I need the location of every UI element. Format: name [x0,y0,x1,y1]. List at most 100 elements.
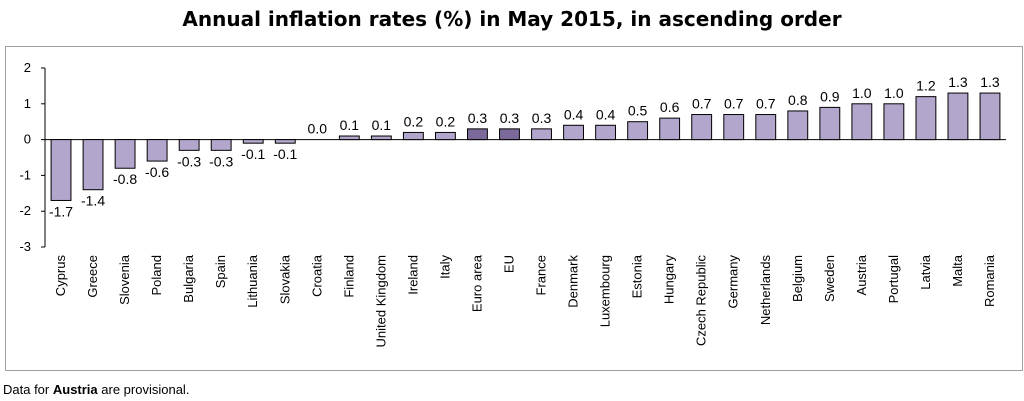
value-label: 0.8 [788,92,808,108]
footnote: Data for Austria are provisional. [3,382,189,397]
bar [499,128,520,141]
footnote-country: Austria [52,382,98,397]
value-label: 0.7 [724,96,744,112]
value-label: 0.2 [404,113,424,129]
y-tick-label: -1 [19,167,31,182]
category-label: Cyprus [53,255,68,297]
footnote-prefix: Data for [3,382,53,397]
value-label: 1.3 [948,74,968,90]
category-label: Euro area [469,254,484,312]
value-label: -0.3 [177,153,201,169]
category-label: Belgium [790,255,805,302]
bar [242,139,264,144]
value-label: 0.6 [660,99,680,115]
category-label: Portugal [886,255,901,304]
bar [370,135,392,141]
value-label: 0.3 [500,110,520,126]
bar [467,128,488,141]
footnote-suffix: are provisional. [97,382,190,397]
bar [819,106,841,141]
value-label: 1.0 [852,85,872,101]
bar [883,103,905,141]
category-labels: Cyprus Greece Slovenia Poland Bulgaria Spain L… [53,254,997,347]
value-label: 0.2 [436,113,456,129]
value-label: 0.0 [308,121,328,137]
category-label: Malta [950,254,965,287]
bar [402,131,424,141]
category-label: Denmark [566,255,581,308]
value-label: 1.2 [916,78,936,94]
y-tick-label: 1 [24,96,31,111]
value-label: 0.7 [756,96,776,112]
bar [659,117,681,141]
value-label: -0.8 [113,171,137,187]
value-label: -1.7 [49,203,73,219]
value-label: 0.1 [340,117,360,133]
bar [531,128,552,141]
chart-title: Annual inflation rates (%) in May 2015, … [182,7,842,31]
category-label: Hungary [662,255,677,305]
bar [595,124,617,141]
value-label: 0.9 [820,88,840,104]
value-label: 0.3 [532,110,552,126]
bar [82,139,104,191]
bar [627,121,649,141]
bar [723,114,745,141]
bars [50,92,1001,201]
bar [434,131,456,141]
category-label: Poland [149,255,164,295]
value-label: -0.1 [273,146,297,162]
category-label: Greece [85,255,100,298]
category-label: Germany [726,255,741,309]
category-label: Spain [213,255,228,288]
value-label: -0.6 [145,164,169,180]
category-label: Latvia [918,254,933,289]
bar [691,114,713,141]
value-label: 0.1 [372,117,392,133]
y-tick-label: 0 [24,132,31,147]
category-label: Lithuania [245,254,260,308]
bar-chart: 2 1 0 -1 -2 -3 -1.7 -1.4 -0.8 -0.6 -0.3 -0.3 -0.1 -0… [19,60,1006,348]
bar [274,139,296,144]
category-label: United Kingdom [373,255,388,348]
y-tick-label: 2 [24,60,31,75]
y-tick-label: -2 [19,203,31,218]
value-label: 0.5 [628,103,648,119]
chart-frame: 2 1 0 -1 -2 -3 -1.7 -1.4 -0.8 -0.6 -0.3 -0.3 -0.1 -0… [5,46,1023,371]
value-label: 1.3 [980,74,1000,90]
category-label: Estonia [630,254,645,298]
category-label: Austria [854,254,869,295]
bar [114,139,136,169]
value-label: -1.4 [81,193,105,209]
value-label: 1.0 [884,85,904,101]
category-label: Italy [437,255,452,279]
category-label: Romania [982,254,997,307]
value-label: 0.4 [564,106,584,122]
value-label: 0.4 [596,106,616,122]
bar [50,139,72,201]
axes: 2 1 0 -1 -2 -3 [19,60,1006,254]
value-label: 0.3 [468,110,488,126]
bar [851,103,873,141]
bar [338,135,360,141]
bar [915,96,937,141]
category-label: EU [501,255,516,273]
category-label: Luxembourg [598,255,613,327]
bar [563,124,584,141]
value-labels: -1.7 -1.4 -0.8 -0.6 -0.3 -0.3 -0.1 -0.1 0.0 0.1 0.… [49,74,1000,219]
category-label: Croatia [309,254,324,297]
bar [979,92,1001,141]
bar [210,139,232,151]
category-label: France [534,255,549,295]
category-label: Slovenia [117,254,132,305]
value-label: -0.1 [241,146,265,162]
category-label: Slovakia [277,254,292,304]
category-label: Ireland [405,255,420,295]
category-label: Bulgaria [181,254,196,302]
bar [178,139,200,151]
category-label: Czech Republic [694,255,709,347]
y-tick-label: -3 [19,239,31,254]
value-label: -0.3 [209,153,233,169]
bar [755,114,777,141]
value-label: 0.7 [692,96,712,112]
